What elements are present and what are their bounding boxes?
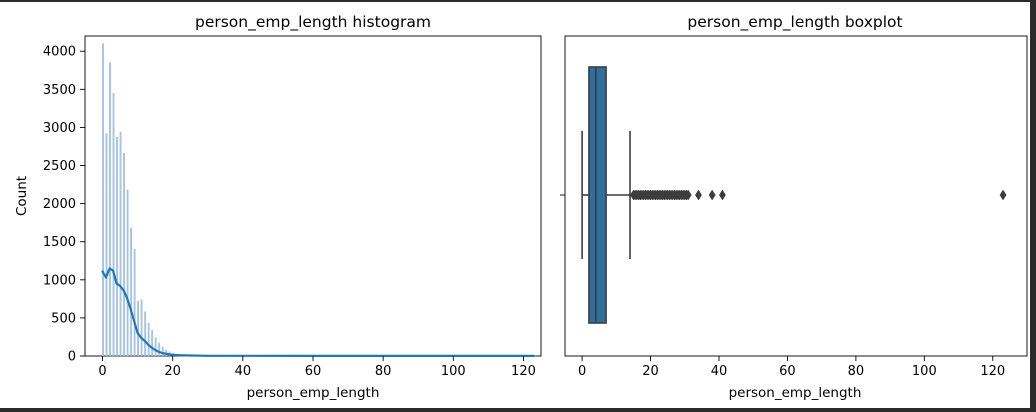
x-tick-label: 100 xyxy=(441,364,466,379)
histogram-bar xyxy=(140,299,143,357)
histogram-bars xyxy=(102,43,536,357)
histogram-xlabel: person_emp_length xyxy=(247,385,380,401)
x-tick-label: 60 xyxy=(779,364,796,379)
x-tick-label: 0 xyxy=(578,364,586,379)
histogram-bar xyxy=(123,153,125,357)
x-tick-label: 60 xyxy=(305,364,322,379)
boxplot-x-ticks: 0 20 40 60 80 100 120 xyxy=(578,356,1005,379)
x-tick-label: 120 xyxy=(511,364,536,379)
outlier-marker xyxy=(695,189,702,201)
boxplot-outliers xyxy=(629,189,1007,201)
x-tick-label: 100 xyxy=(912,364,937,379)
kde-line xyxy=(101,267,536,357)
histogram-bar xyxy=(137,300,139,357)
histogram-bar xyxy=(133,249,136,357)
y-tick-label: 3500 xyxy=(43,83,76,98)
y-tick-label: 3000 xyxy=(43,121,76,136)
histogram-bar xyxy=(130,227,132,357)
histogram-bar xyxy=(119,131,122,357)
histogram-chart: person_emp_length histogram person_emp_l… xyxy=(14,13,542,401)
boxplot-xlabel: person_emp_length xyxy=(729,385,862,401)
histogram-bar xyxy=(161,346,164,357)
boxplot-chart: person_emp_length boxplot person_emp_len… xyxy=(560,13,1028,401)
y-tick-label: 1000 xyxy=(43,273,76,288)
x-tick-label: 40 xyxy=(235,364,252,379)
histogram-bar xyxy=(105,133,108,357)
histogram-kde-line xyxy=(101,267,536,357)
histogram-bar xyxy=(151,329,153,357)
y-tick-label: 2000 xyxy=(43,197,76,212)
box-iqr xyxy=(588,66,607,324)
x-tick-label: 20 xyxy=(642,364,659,379)
histogram-title: person_emp_length histogram xyxy=(195,13,431,32)
histogram-bar xyxy=(109,62,111,357)
y-tick-label: 1500 xyxy=(43,235,76,250)
histogram-bar xyxy=(116,137,118,357)
y-tick-label: 0 xyxy=(68,350,76,365)
y-tick-label: 500 xyxy=(51,311,76,326)
x-tick-label: 80 xyxy=(375,364,392,379)
histogram-bar xyxy=(102,43,104,357)
x-tick-label: 80 xyxy=(848,364,865,379)
y-tick-label: 2500 xyxy=(43,159,76,174)
boxplot-title: person_emp_length boxplot xyxy=(687,13,902,32)
y-tick-label: 4000 xyxy=(43,45,76,60)
histogram-axes-frame xyxy=(84,35,542,357)
outlier-marker xyxy=(684,189,692,201)
histogram-y-ticks: 0 500 1000 1500 2000 2500 3000 3500 4000 xyxy=(43,45,85,365)
outlier-marker xyxy=(999,189,1007,201)
histogram-bar xyxy=(154,337,157,357)
outlier-marker xyxy=(708,189,716,201)
histogram-bar xyxy=(147,323,150,357)
histogram-bar xyxy=(158,342,160,357)
histogram-bar xyxy=(112,92,115,357)
histogram-x-ticks: 0 20 40 60 80 100 120 xyxy=(98,356,536,379)
x-tick-label: 120 xyxy=(980,364,1005,379)
histogram-bar xyxy=(126,189,129,357)
histogram-bar xyxy=(144,311,146,357)
x-tick-label: 0 xyxy=(98,364,106,379)
x-tick-label: 20 xyxy=(164,364,181,379)
x-tick-label: 40 xyxy=(711,364,728,379)
histogram-ylabel: Count xyxy=(14,176,30,216)
outlier-marker xyxy=(718,189,726,201)
